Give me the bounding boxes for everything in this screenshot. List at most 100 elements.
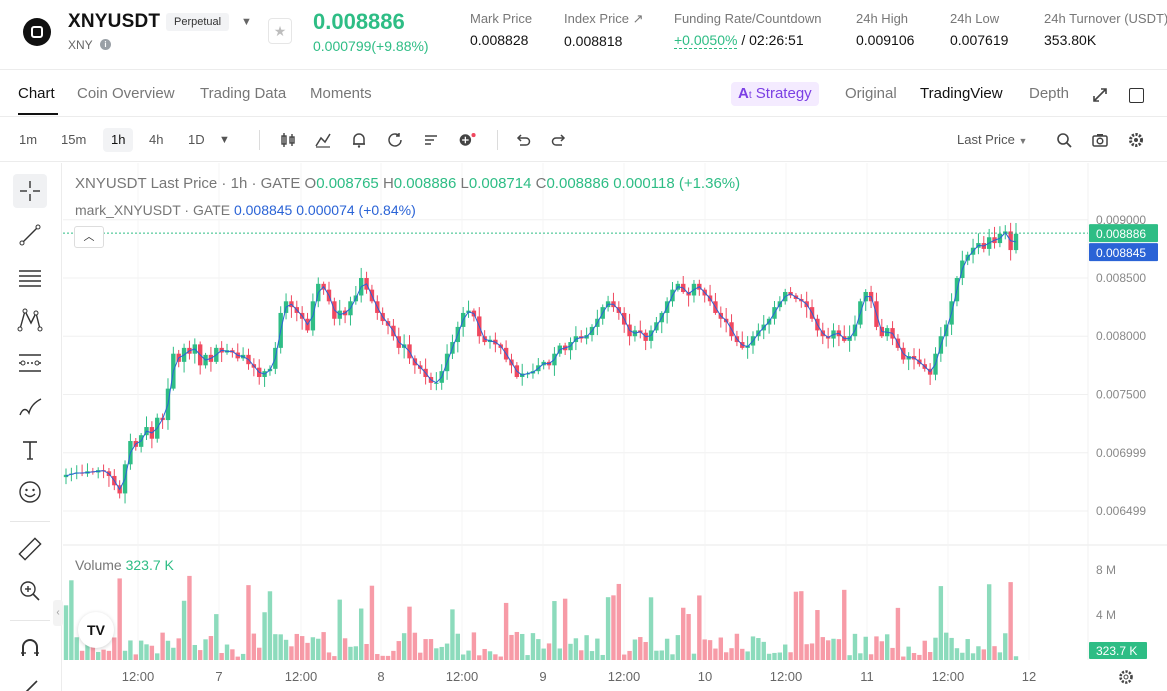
search-icon[interactable]: [1055, 131, 1073, 149]
volume-bar: [305, 642, 310, 660]
volume-bar: [557, 648, 562, 660]
tab-original[interactable]: Original: [845, 85, 897, 102]
text-tool-icon[interactable]: [13, 433, 47, 467]
legend-high: 0.008886: [393, 175, 457, 192]
volume-bar: [954, 648, 960, 660]
volume-bar: [503, 602, 509, 660]
price-type-label: Last Price: [957, 132, 1015, 147]
volume-bar: [815, 610, 820, 660]
stat-index-price[interactable]: Index Price ↗ 0.008818: [564, 11, 644, 49]
collapse-toolbar-icon[interactable]: ‹: [53, 600, 63, 626]
price-type-select[interactable]: Last Price ▼: [957, 132, 1027, 147]
legend-close: 0.008886: [546, 175, 610, 192]
candle-type-icon[interactable]: [279, 131, 297, 149]
volume-bar: [713, 648, 718, 660]
tab-depth[interactable]: Depth: [1029, 85, 1070, 102]
symbol-title[interactable]: XNYUSDT: [68, 11, 161, 32]
interval-1d[interactable]: 1D: [188, 132, 205, 147]
tab-coin-overview[interactable]: Coin Overview: [77, 85, 175, 102]
projection-tool-icon[interactable]: [13, 346, 47, 380]
volume-bar: [74, 637, 79, 660]
redo-icon[interactable]: [550, 131, 568, 149]
gear-icon[interactable]: [1127, 131, 1145, 149]
volume-bar: [165, 640, 171, 660]
interval-15m[interactable]: 15m: [61, 132, 87, 147]
price-chart[interactable]: 0.009000 0.008500 0.008000 0.007500 0.006999…: [63, 163, 1167, 691]
interval-1m[interactable]: 1m: [19, 132, 38, 147]
stat-label: 24h Turnover (USDT): [1044, 11, 1167, 26]
ruler-tool-icon[interactable]: [13, 532, 47, 566]
price-axis: 0.009000 0.008500 0.008000 0.007500 0.006999…: [1096, 213, 1146, 622]
time-tick-label: 7: [215, 669, 222, 684]
replay-icon[interactable]: [386, 131, 404, 149]
templates-icon[interactable]: [422, 131, 440, 149]
expand-icon[interactable]: [1091, 86, 1109, 104]
stat-label: Funding Rate/Countdown: [674, 11, 822, 26]
volume-bar: [112, 637, 117, 660]
tab-tradingview[interactable]: TradingView: [920, 85, 1003, 102]
symbol-dropdown-icon[interactable]: ▼: [241, 16, 252, 28]
volume-bar: [976, 646, 981, 660]
volume-bar: [144, 644, 149, 660]
mark-price-tag-label: 0.008845: [1096, 246, 1146, 260]
stat-funding-rate[interactable]: Funding Rate/Countdown +0.0050% / 02:26:…: [674, 11, 822, 49]
undo-icon[interactable]: [514, 131, 532, 149]
indicators-icon[interactable]: [314, 131, 332, 149]
volume-bar: [643, 641, 648, 660]
volume-bar: [890, 647, 895, 660]
price-tick-label: 0.008000: [1096, 329, 1146, 343]
volume-bar: [804, 644, 809, 660]
pattern-tool-icon[interactable]: [13, 303, 47, 337]
coin-logo-icon: [23, 18, 51, 46]
volume-bar: [562, 598, 568, 660]
tab-chart[interactable]: Chart: [18, 85, 55, 102]
volume-bar: [836, 639, 842, 660]
volume-bar: [579, 650, 584, 660]
magnet-icon[interactable]: [13, 631, 47, 665]
legend-delta: 0.000118 (+1.36%): [613, 175, 741, 192]
volume-bar: [750, 636, 756, 660]
time-tick-label: 12:00: [932, 669, 965, 684]
volume-bar: [825, 640, 831, 660]
chart-settings-icon[interactable]: [1117, 668, 1135, 686]
volume-bar: [632, 639, 638, 660]
interval-dropdown-icon[interactable]: ▼: [219, 134, 230, 146]
mark-price-line: [65, 231, 1017, 491]
volume-bar: [63, 605, 69, 660]
interval-4h[interactable]: 4h: [149, 132, 164, 147]
fib-retracement-tool-icon[interactable]: [13, 261, 47, 295]
volume-bar: [283, 639, 289, 660]
alert-bell-icon[interactable]: [350, 131, 368, 149]
volume-bar: [541, 648, 546, 660]
volume-bar: [820, 637, 825, 660]
tab-moments[interactable]: Moments: [310, 85, 372, 102]
tab-trading-data[interactable]: Trading Data: [200, 85, 287, 102]
volume-bar: [353, 646, 359, 660]
volume-bar: [884, 634, 890, 660]
camera-icon[interactable]: [1091, 131, 1109, 149]
last-price-tag-label: 0.008886: [1096, 227, 1146, 241]
crosshair-tool-icon[interactable]: [13, 174, 47, 208]
trend-line-tool-icon[interactable]: [13, 218, 47, 252]
strategy-button[interactable]: At Strategy: [731, 82, 819, 106]
favorite-star-button[interactable]: ★: [268, 18, 292, 44]
volume-bar: [138, 640, 144, 660]
add-indicator-icon[interactable]: [458, 131, 476, 149]
stat-24h-low: 24h Low 0.007619: [950, 11, 1008, 48]
interval-1h[interactable]: 1h: [103, 128, 134, 152]
volume-bar: [294, 633, 299, 660]
volume-bar: [278, 634, 283, 660]
zoom-in-icon[interactable]: [13, 574, 47, 608]
volume-bar: [337, 599, 342, 660]
window-icon[interactable]: [1129, 88, 1144, 103]
brush-tool-icon[interactable]: [13, 390, 47, 424]
volume-bar: [96, 651, 101, 660]
collapse-legend-button[interactable]: ︿: [74, 226, 104, 248]
time-tick-label: 12:00: [446, 669, 479, 684]
info-icon[interactable]: i: [100, 39, 111, 50]
volume-bar: [842, 589, 847, 660]
volume-bar: [616, 583, 622, 660]
tradingview-logo[interactable]: TV: [78, 612, 114, 648]
pencil-icon[interactable]: [13, 671, 47, 691]
emoji-tool-icon[interactable]: [13, 475, 47, 509]
